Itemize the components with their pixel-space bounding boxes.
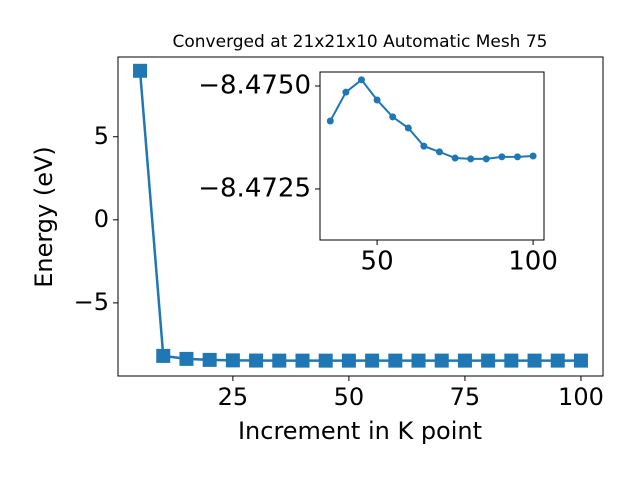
data-point: [529, 152, 537, 160]
y-axis-label: Energy (eV): [30, 146, 58, 288]
data-point: [272, 353, 287, 368]
x-tick-label: 75: [450, 383, 481, 411]
data-point: [342, 88, 350, 96]
data-point: [341, 353, 356, 368]
data-point: [295, 353, 310, 368]
data-point: [420, 142, 428, 150]
y-tick-label: −8.4725: [198, 173, 311, 203]
data-point: [481, 353, 496, 368]
data-point: [249, 353, 264, 368]
data-point: [225, 353, 240, 368]
data-point: [498, 153, 506, 161]
data-point: [504, 353, 519, 368]
data-point: [133, 63, 148, 78]
data-point: [513, 153, 521, 161]
data-point: [435, 148, 443, 156]
y-tick-label: 5: [94, 122, 109, 150]
data-point: [411, 353, 426, 368]
data-point: [457, 353, 472, 368]
x-axis-label: Increment in K point: [238, 417, 482, 445]
y-tick-label: −8.4750: [198, 71, 311, 101]
data-point: [404, 124, 412, 132]
x-tick-label: 100: [508, 247, 558, 277]
data-point: [434, 353, 449, 368]
data-point: [318, 353, 333, 368]
chart-title: Converged at 21x21x10 Automatic Mesh 75: [173, 32, 548, 52]
x-tick-label: 50: [361, 247, 394, 277]
data-point: [527, 353, 542, 368]
data-point: [202, 352, 217, 367]
data-point: [357, 76, 365, 84]
y-tick-label: −5: [74, 288, 109, 316]
data-point: [326, 117, 334, 125]
data-point: [388, 353, 403, 368]
data-point: [550, 353, 565, 368]
data-point: [156, 348, 171, 363]
data-point: [482, 155, 490, 163]
data-point: [467, 155, 475, 163]
data-point: [179, 351, 194, 366]
data-point: [373, 96, 381, 104]
data-point: [365, 353, 380, 368]
x-tick-label: 50: [334, 383, 365, 411]
x-tick-label: 100: [558, 383, 604, 411]
x-tick-label: 25: [218, 383, 249, 411]
data-point: [451, 154, 459, 162]
y-tick-label: 0: [94, 205, 109, 233]
data-point: [389, 113, 397, 121]
data-point: [573, 353, 588, 368]
